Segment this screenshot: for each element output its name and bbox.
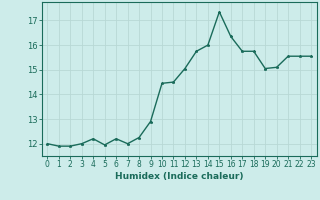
X-axis label: Humidex (Indice chaleur): Humidex (Indice chaleur) (115, 172, 244, 181)
